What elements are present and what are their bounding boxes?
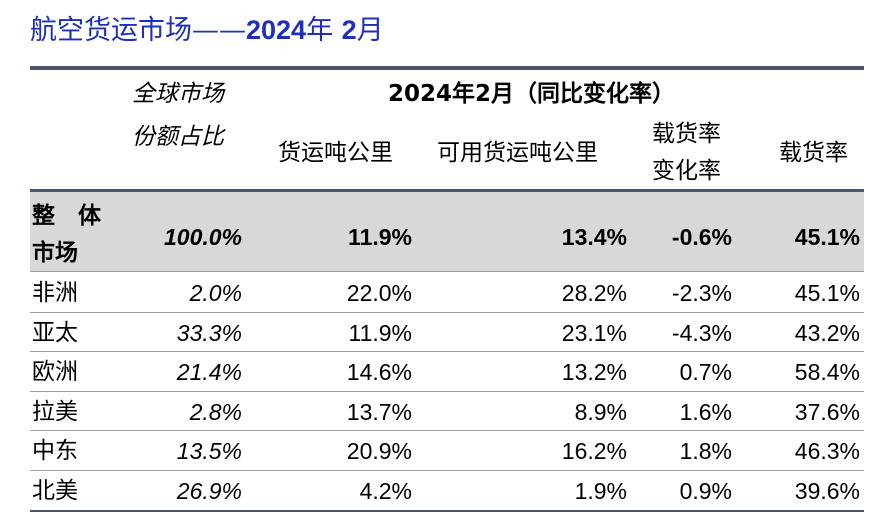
row-divider	[30, 351, 864, 352]
atk-cell: 16.2%	[561, 438, 627, 464]
lf-cell: 37.6%	[794, 398, 860, 425]
lfchg-cell: -4.3%	[671, 319, 732, 346]
lf-cell: 58.4%	[794, 359, 860, 385]
region-name: 中东	[32, 438, 78, 464]
header-col-lfchg-line2: 变化率	[652, 158, 721, 184]
table-top-rule	[30, 66, 864, 70]
region-name: 拉美	[32, 398, 78, 425]
header-col-rtk: 货运吨公里	[278, 140, 393, 166]
row-divider	[30, 271, 864, 272]
row-divider	[30, 470, 864, 471]
table-bottom-rule	[30, 510, 864, 512]
atk-cell: 13.2%	[561, 359, 627, 385]
rtk-cell: 13.7%	[346, 398, 412, 425]
lf-cell: 46.3%	[794, 438, 860, 464]
header-col-lf: 载货率	[779, 140, 848, 166]
total-lfchg: -0.6%	[671, 224, 732, 250]
rtk-cell: 4.2%	[359, 477, 412, 504]
region-name: 北美	[32, 477, 78, 504]
lf-cell: 45.1%	[794, 280, 860, 306]
row-divider	[30, 312, 864, 313]
atk-cell: 1.9%	[574, 477, 627, 504]
lfchg-cell: -2.3%	[671, 280, 732, 306]
rtk-cell: 22.0%	[346, 280, 412, 306]
total-lf: 45.1%	[794, 224, 860, 250]
header-group-title: 2024年2月（同比变化率）	[388, 81, 676, 107]
lfchg-cell: 1.8%	[679, 438, 732, 464]
header-col-atk: 可用货运吨公里	[437, 140, 598, 166]
header-rule	[30, 189, 864, 192]
share-cell: 33.3%	[176, 319, 242, 346]
lf-cell: 39.6%	[794, 477, 860, 504]
region-name: 亚太	[32, 319, 78, 346]
atk-cell: 23.1%	[561, 319, 627, 346]
rtk-cell: 14.6%	[346, 359, 412, 385]
total-label-line1: 整 体	[32, 203, 101, 229]
title-suffix: 月	[356, 15, 384, 46]
title-prefix: 航空货运市场——	[30, 15, 246, 46]
header-col-lfchg-line1: 载货率	[652, 121, 721, 147]
page-title: 航空货运市场——2024年 2月	[30, 8, 384, 47]
row-divider	[30, 391, 864, 392]
header-share-line1: 全球市场	[132, 81, 224, 107]
title-year: 2024	[246, 15, 307, 45]
atk-cell: 28.2%	[561, 280, 627, 306]
atk-cell: 8.9%	[574, 398, 627, 425]
lfchg-cell: 1.6%	[679, 398, 732, 425]
total-row-background	[30, 192, 864, 271]
share-cell: 2.8%	[189, 398, 242, 425]
total-label-line2: 市场	[32, 240, 78, 266]
header-share-line2: 份额占比	[132, 124, 224, 150]
total-rtk: 11.9%	[348, 224, 412, 250]
share-cell: 13.5%	[176, 438, 242, 464]
title-mid: 年	[306, 15, 342, 46]
region-name: 欧洲	[32, 359, 78, 385]
lfchg-cell: 0.9%	[679, 477, 732, 504]
share-cell: 2.0%	[189, 280, 242, 306]
rtk-cell: 11.9%	[348, 319, 412, 346]
total-atk: 13.4%	[561, 224, 627, 250]
share-cell: 26.9%	[176, 477, 242, 504]
title-month: 2	[341, 15, 357, 45]
row-divider	[30, 430, 864, 431]
region-name: 非洲	[32, 280, 78, 306]
total-share: 100.0%	[163, 224, 242, 250]
rtk-cell: 20.9%	[346, 438, 412, 464]
lfchg-cell: 0.7%	[679, 359, 732, 385]
share-cell: 21.4%	[176, 359, 242, 385]
lf-cell: 43.2%	[794, 319, 860, 346]
